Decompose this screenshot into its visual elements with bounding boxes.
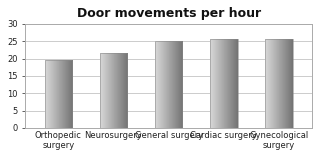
Bar (210, 40, 237, 128)
Bar (155, 41, 182, 128)
Bar (265, 40, 293, 128)
Bar (100, 53, 127, 128)
Bar (44, 60, 72, 128)
Title: Door movements per hour: Door movements per hour (76, 7, 261, 20)
